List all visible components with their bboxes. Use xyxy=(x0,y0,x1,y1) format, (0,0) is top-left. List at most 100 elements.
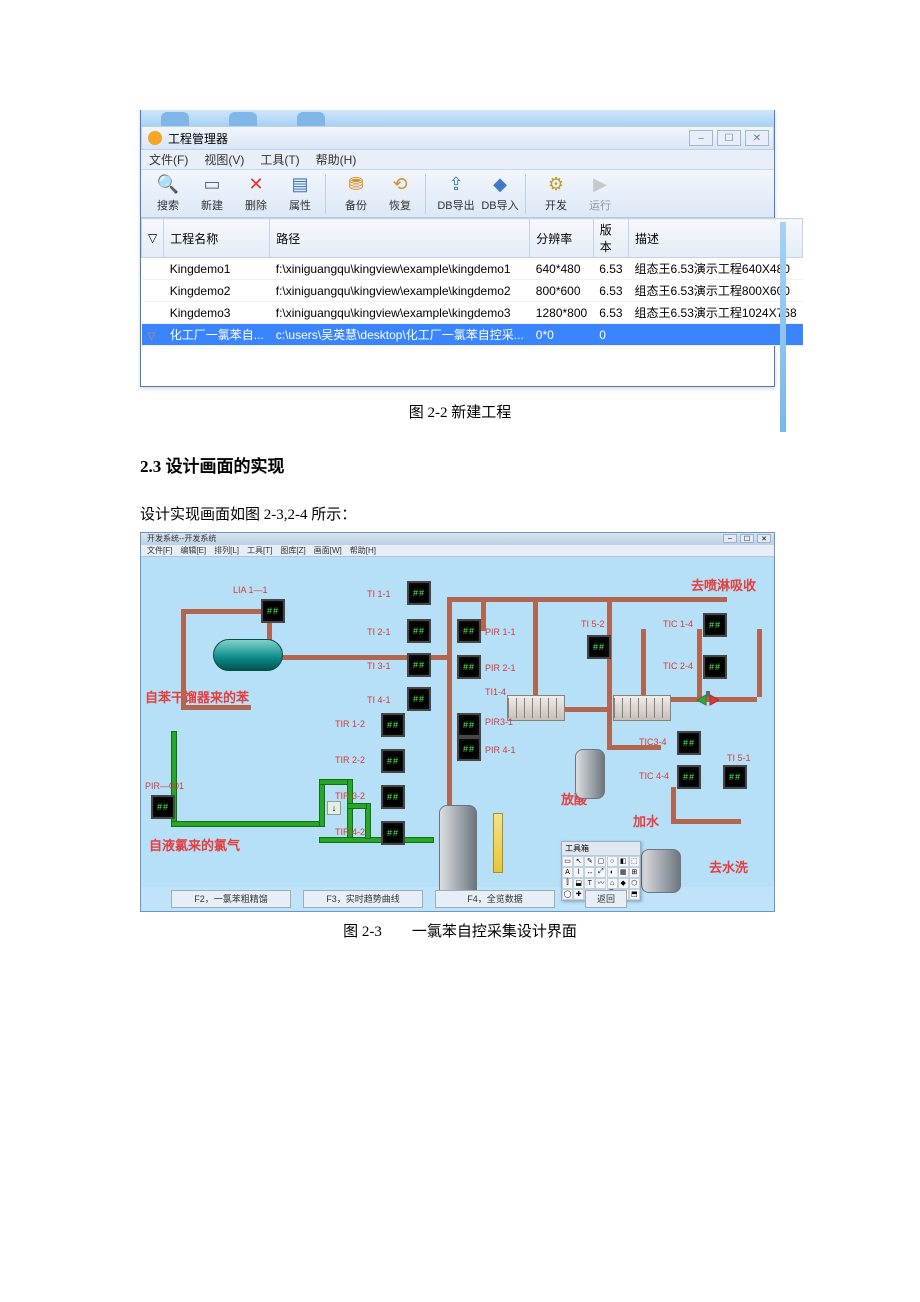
tool-恢复[interactable]: ⟲恢复 xyxy=(379,173,421,215)
toolbox-item[interactable]: A xyxy=(562,867,573,878)
tool-label: DB导入 xyxy=(481,197,518,213)
col-res[interactable]: 分辨率 xyxy=(530,219,593,258)
window-title: 工程管理器 xyxy=(168,130,228,147)
app-icon xyxy=(148,131,162,145)
toolbox-item[interactable]: ⤢ xyxy=(595,867,606,878)
table-row[interactable]: ▽化工厂一氯苯自...c:\users\吴英慧\desktop\化工厂一氯苯自控… xyxy=(142,324,803,346)
tool-icon: ◆ xyxy=(490,175,510,195)
table-row[interactable]: Kingdemo2f:\xiniguangqu\kingview\example… xyxy=(142,280,803,302)
tool-icon: ⇪ xyxy=(446,175,466,195)
toolbox-item[interactable]: ⌇ xyxy=(573,867,584,878)
toolbox-item[interactable]: ▢ xyxy=(595,856,606,867)
tool-属性[interactable]: ▤ 属性 xyxy=(279,173,321,215)
maximize-button[interactable]: ☐ xyxy=(717,130,741,146)
hmi-menu-file[interactable]: 文件[F] xyxy=(147,545,172,556)
toolbox-item[interactable]: ✎ xyxy=(584,856,595,867)
desktop-right-strip xyxy=(780,222,786,432)
tag-ti52: TI 5-2 xyxy=(581,619,605,629)
minimize-button[interactable]: – xyxy=(689,130,713,146)
toolbox-item[interactable]: ↔ xyxy=(584,867,595,878)
col-path[interactable]: 路径 xyxy=(270,219,530,258)
menu-view[interactable]: 视图(V) xyxy=(204,151,244,168)
hmi-menu-edit[interactable]: 编辑[E] xyxy=(180,545,206,556)
tool-开发[interactable]: ⚙开发 xyxy=(535,173,577,215)
toolbox-item[interactable]: ⊞ xyxy=(629,867,640,878)
toolbox-item[interactable]: ⬚ xyxy=(629,856,640,867)
toolbox-item[interactable]: ◧ xyxy=(618,856,629,867)
table-row[interactable]: Kingdemo3f:\xiniguangqu\kingview\example… xyxy=(142,302,803,324)
label-out-spray: 去喷淋吸收 xyxy=(691,575,756,594)
hmi-menu-tools[interactable]: 工具[T] xyxy=(247,545,272,556)
col-desc[interactable]: 描述 xyxy=(629,219,803,258)
hmi-max-button[interactable]: ☐ xyxy=(740,534,754,543)
tag-pir31: PIR3-1 xyxy=(485,717,513,727)
toolbox-item[interactable]: ▦ xyxy=(618,867,629,878)
hmi-menu-arrange[interactable]: 排列[L] xyxy=(214,545,239,556)
label-source-benzene: 自苯干馏器来的苯 xyxy=(145,687,249,706)
tag-tir42: TIR 4-2 xyxy=(335,827,365,837)
tool-icon: ⚙ xyxy=(546,175,566,195)
tag-pir11: PIR 1-1 xyxy=(485,627,516,637)
heat-exchanger-1 xyxy=(507,695,565,721)
hmi-btn-f4[interactable]: F4，全览数据 xyxy=(435,890,555,908)
ind-tir42: ## xyxy=(381,821,405,845)
tool-label: 删除 xyxy=(245,197,267,213)
ind-ti11: ## xyxy=(407,581,431,605)
hmi-menu-library[interactable]: 图库[Z] xyxy=(280,545,305,556)
tool-label: 恢复 xyxy=(389,197,411,213)
tag-ti21: TI 2-1 xyxy=(367,627,391,637)
tool-label: 新建 xyxy=(201,197,223,213)
ind-tir12: ## xyxy=(381,713,405,737)
hmi-min-button[interactable]: – xyxy=(723,534,737,543)
tag-tic44: TIC 4-4 xyxy=(639,771,669,781)
hmi-menu-help[interactable]: 帮助[H] xyxy=(350,545,376,556)
toolbox-item[interactable]: ↖ xyxy=(573,856,584,867)
hmi-canvas: 自苯干馏器来的苯 自液氯来的氯气 去喷淋吸收 放酸 加水 去水洗 xyxy=(141,557,774,887)
table-row[interactable]: Kingdemo1f:\xiniguangqu\kingview\example… xyxy=(142,258,803,280)
toolbox-item[interactable]: ▭ xyxy=(562,856,573,867)
tool-DB导入[interactable]: ◆ DB导入 xyxy=(479,173,521,215)
tool-新建[interactable]: ▭ 新建 xyxy=(191,173,233,215)
ind-tic14: ## xyxy=(703,613,727,637)
figure-2-2-caption: 图 2-2 新建工程 xyxy=(140,401,780,422)
hmi-close-button[interactable]: ✕ xyxy=(757,534,771,543)
tool-icon: ✕ xyxy=(246,175,266,195)
hmi-btn-back[interactable]: 返回 xyxy=(585,890,627,908)
tag-ti51: TI 5-1 xyxy=(727,753,751,763)
hmi-btn-f2[interactable]: F2，一氯苯粗精馏 xyxy=(171,890,291,908)
hmi-menu-screen[interactable]: 画面[W] xyxy=(314,545,342,556)
desktop-taskbar-strip xyxy=(141,110,774,126)
ind-ti21: ## xyxy=(407,619,431,643)
tool-label: 属性 xyxy=(289,197,311,213)
tool-label: 搜索 xyxy=(157,197,179,213)
ind-tir22: ## xyxy=(381,749,405,773)
ind-lia11: ## xyxy=(261,599,285,623)
hmi-btn-f3[interactable]: F3，实时趋势曲线 xyxy=(303,890,423,908)
projects-table: ▽ 工程名称 路径 分辨率 版本 描述 Kingdemo1f:\xiniguan… xyxy=(141,218,803,346)
toolbox-item[interactable]: ○ xyxy=(607,856,618,867)
close-button[interactable]: ✕ xyxy=(745,130,769,146)
ind-pir001: ## xyxy=(151,795,175,819)
menu-file[interactable]: 文件(F) xyxy=(149,151,188,168)
menu-tools[interactable]: 工具(T) xyxy=(260,151,299,168)
ind-pir41: ## xyxy=(457,737,481,761)
hmi-menubar: 文件[F] 编辑[E] 排列[L] 工具[T] 图库[Z] 画面[W] 帮助[H… xyxy=(141,545,774,557)
menubar: 文件(F) 视图(V) 工具(T) 帮助(H) xyxy=(141,150,774,170)
tool-icon: ▭ xyxy=(202,175,222,195)
toolbox-item[interactable]: ◐ xyxy=(607,867,618,878)
col-flag[interactable]: ▽ xyxy=(142,219,164,258)
flow-arrow-icon: ↓ xyxy=(327,801,341,815)
section-2-3-heading: 2.3 设计画面的实现 xyxy=(140,452,780,477)
tool-删除[interactable]: ✕ 删除 xyxy=(235,173,277,215)
tool-DB导出[interactable]: ⇪DB导出 xyxy=(435,173,477,215)
menu-help[interactable]: 帮助(H) xyxy=(316,151,357,168)
tool-label: 备份 xyxy=(345,197,367,213)
tool-label: 运行 xyxy=(589,197,611,213)
col-name[interactable]: 工程名称 xyxy=(164,219,270,258)
tool-icon: ▤ xyxy=(290,175,310,195)
tool-备份[interactable]: ⛃备份 xyxy=(335,173,377,215)
tool-搜索[interactable]: 🔍搜索 xyxy=(147,173,189,215)
col-ver[interactable]: 版本 xyxy=(593,219,628,258)
ind-ti41: ## xyxy=(407,687,431,711)
ind-ti31: ## xyxy=(407,653,431,677)
